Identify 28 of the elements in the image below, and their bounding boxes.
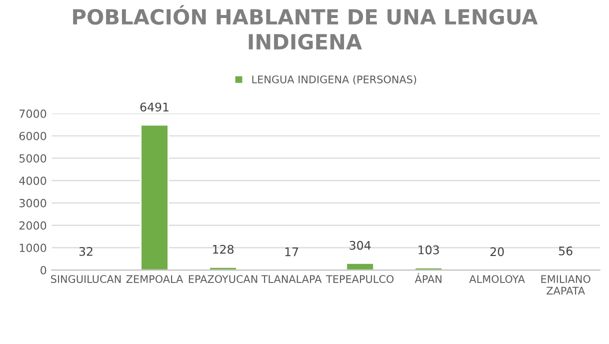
x-tick-label: EPAZOYUCAN xyxy=(188,275,258,283)
x-tick-label: ÁPAN xyxy=(414,273,442,283)
y-tick-label: 6000 xyxy=(19,132,46,140)
chart-title: POBLACIÓN HABLANTE DE UNA LENGUA INDIGENA xyxy=(73,5,538,50)
x-tick-label: EMILIANO ZAPATA xyxy=(541,275,590,294)
y-tick-label: 1000 xyxy=(20,244,46,252)
y-tick-label: 3000 xyxy=(19,198,46,208)
legend-label: LENGUA INDIGENA (PERSONAS) xyxy=(252,75,416,85)
data-label: 20 xyxy=(490,247,504,256)
x-tick-label: ZEMPOALA xyxy=(126,275,184,283)
x-tick-label: TLANALAPA xyxy=(261,275,322,283)
x-tick-label: SINGUILUCAN xyxy=(51,275,121,283)
data-label: 32 xyxy=(79,246,92,256)
data-label: 17 xyxy=(285,247,298,256)
data-label: 6491 xyxy=(140,102,168,112)
data-label: 103 xyxy=(418,245,439,254)
y-tick-label: 0 xyxy=(40,266,46,274)
y-tick-label: 2000 xyxy=(19,221,46,230)
data-label: 128 xyxy=(213,244,234,254)
x-tick-label: TEPEAPULCO xyxy=(326,275,394,283)
y-tick-label: 4000 xyxy=(19,176,46,185)
bar xyxy=(140,124,169,270)
bar xyxy=(346,262,374,270)
y-tick-label: 5000 xyxy=(19,154,46,163)
x-tick-label: ALMOLOYA xyxy=(469,275,525,283)
data-label: 304 xyxy=(350,240,371,250)
data-label: 56 xyxy=(559,246,572,256)
y-tick-label: 7000 xyxy=(20,109,46,118)
